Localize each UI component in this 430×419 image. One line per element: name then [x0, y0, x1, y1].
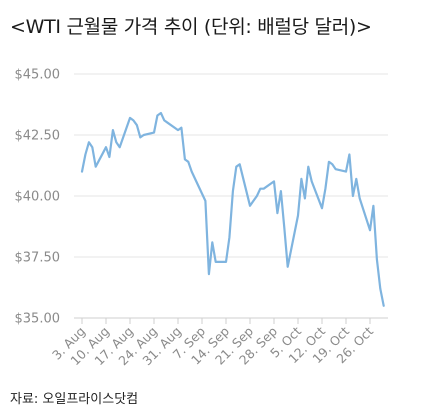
chart-title: <WTI 근월물 가격 추이 (단위: 배럴당 달러)> — [10, 16, 372, 38]
grid-lines — [74, 73, 388, 319]
y-tick-label: $35.00 — [15, 312, 61, 327]
y-tick-label: $42.50 — [15, 129, 61, 144]
wti-price-line — [80, 111, 385, 307]
y-axis: $45.00 $42.50 $40.00 $37.50 $35.00 — [15, 68, 61, 327]
source-note: 자료: 오일프라이스닷컴 — [10, 392, 139, 407]
y-tick-label: $37.50 — [15, 251, 61, 266]
y-tick-label: $45.00 — [15, 68, 61, 83]
y-tick-label: $40.00 — [15, 190, 61, 205]
